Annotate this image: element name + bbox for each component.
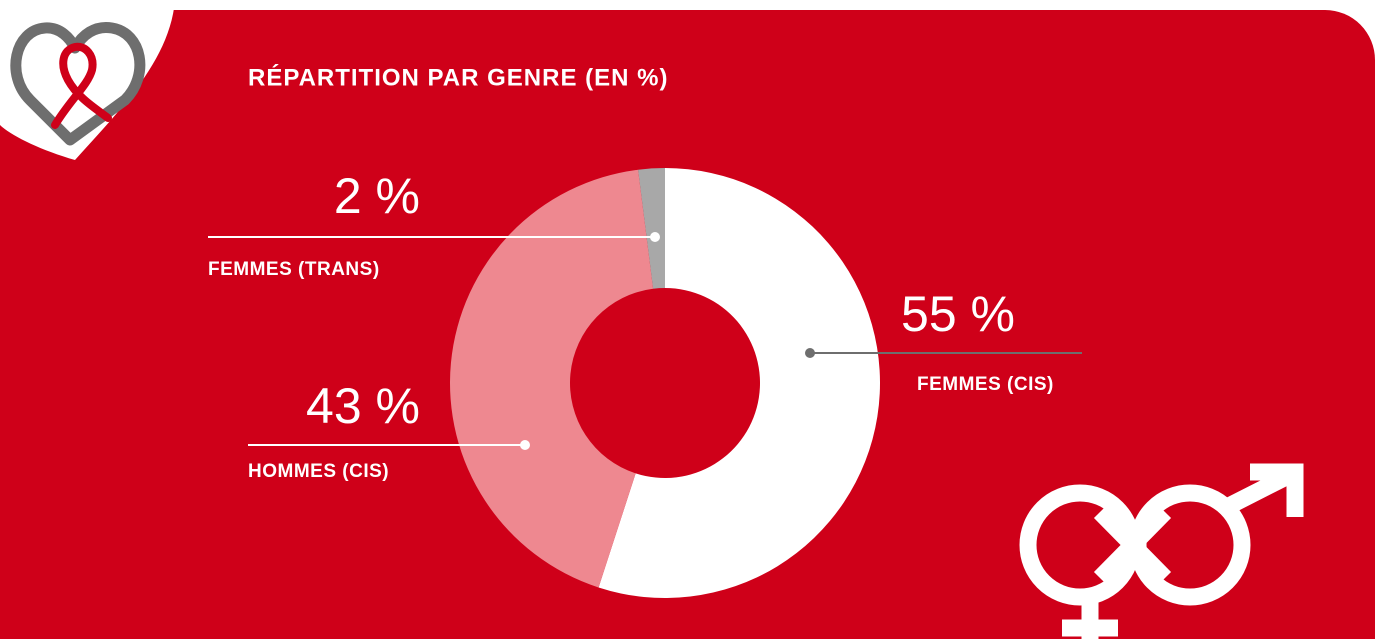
donut-slice [598, 168, 880, 598]
panel [0, 10, 1375, 639]
value-label: 55 % [901, 286, 1015, 342]
chart-title: RÉPARTITION PAR GENRE (EN %) [248, 63, 668, 91]
logo-ribbon [51, 42, 112, 129]
value-label: 2 % [334, 168, 420, 224]
category-label: FEMMES (CIS) [917, 374, 1054, 395]
leader-dot [520, 440, 530, 450]
value-label: 43 % [306, 378, 420, 434]
leader-dot [650, 232, 660, 242]
donut-slice [449, 169, 654, 588]
gender-icon [1019, 463, 1304, 639]
donut-slice [638, 168, 665, 289]
category-label: HOMMES (CIS) [248, 461, 389, 482]
leader-dot [805, 348, 815, 358]
category-label: FEMMES (TRANS) [208, 259, 380, 280]
